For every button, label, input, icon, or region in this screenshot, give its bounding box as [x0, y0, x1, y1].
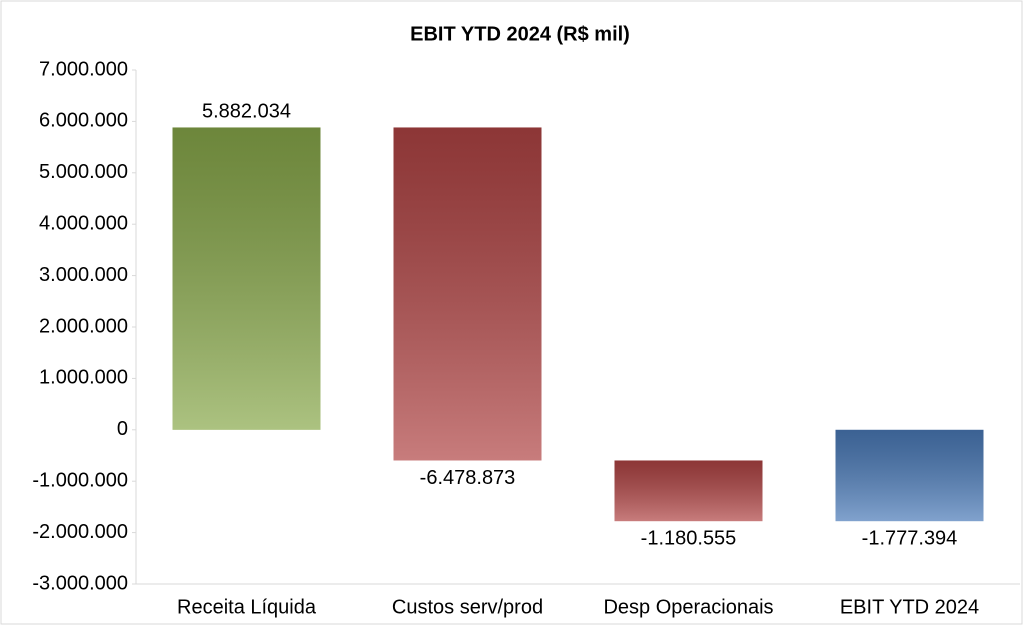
y-tick-label: -1.000.000 [32, 469, 128, 491]
x-tick-label: EBIT YTD 2024 [840, 596, 979, 618]
y-tick-label: -2.000.000 [32, 521, 128, 543]
bar-shine [835, 429, 984, 522]
x-tick-label: Receita Líquida [177, 596, 317, 618]
y-tick-label: 5.000.000 [39, 161, 128, 183]
bar-shine [172, 127, 321, 430]
x-tick-label: Desp Operacionais [603, 596, 773, 618]
y-tick-label: 6.000.000 [39, 110, 128, 132]
y-tick-label: 3.000.000 [39, 264, 128, 286]
y-tick-label: 0 [117, 418, 128, 440]
y-tick-label: 7.000.000 [39, 58, 128, 80]
y-tick-label: 4.000.000 [39, 212, 128, 234]
data-label: 5.882.034 [202, 101, 291, 123]
data-label: -6.478.873 [420, 467, 516, 489]
bar-shine [393, 127, 542, 461]
y-tick-label: 1.000.000 [39, 367, 128, 389]
bar-shine [614, 460, 763, 522]
data-label: -1.180.555 [641, 527, 737, 549]
data-label: -1.777.394 [862, 527, 958, 549]
x-tick-label: Custos serv/prod [392, 596, 543, 618]
y-tick-label: -3.000.000 [32, 572, 128, 594]
y-tick-label: 2.000.000 [39, 315, 128, 337]
chart-title: EBIT YTD 2024 (R$ mil) [410, 23, 630, 45]
